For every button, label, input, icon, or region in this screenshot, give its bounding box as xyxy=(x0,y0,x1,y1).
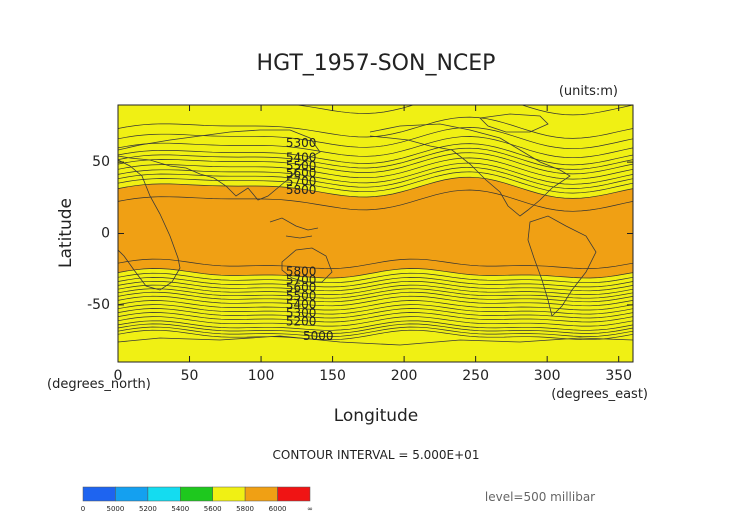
contour-5800-s xyxy=(118,268,633,279)
contour-5500-n xyxy=(118,147,633,170)
colorbar-label-1: 5000 xyxy=(106,505,124,513)
x-tick-label-250: 250 xyxy=(462,368,489,384)
colorbar-label-0: 0 xyxy=(81,505,85,513)
contour-label-7: 5700 xyxy=(286,273,317,287)
contour-5800-n xyxy=(118,176,633,199)
contour-5850-n xyxy=(118,189,633,212)
contour-5600-s xyxy=(118,284,633,295)
contour-5750-s xyxy=(118,272,633,284)
x-tick-label-350: 350 xyxy=(605,368,632,384)
contour-5400-n xyxy=(118,136,633,159)
y-unit-note: (degrees_north) xyxy=(47,377,151,392)
contour-labels: 5300540055005600570058005800570056005500… xyxy=(286,136,334,343)
y-tick-label-0: 0 xyxy=(101,226,110,242)
contour-5650-n xyxy=(118,162,633,185)
contour-label-5: 5800 xyxy=(286,183,317,197)
contour-label-9: 5500 xyxy=(286,289,317,303)
colorbar: 0 5000 5200 5400 5600 5800 6000 ∞ xyxy=(81,486,313,513)
contour-interval-note: CONTOUR INTERVAL = 5.000E+01 xyxy=(273,448,480,462)
contour-label-8: 5600 xyxy=(286,280,317,294)
coastline-australia xyxy=(281,247,333,283)
coastlines xyxy=(118,113,633,346)
coastline-south-america xyxy=(527,215,597,317)
y-tick-label--50: -50 xyxy=(87,297,110,313)
map-area xyxy=(118,105,633,362)
y-axis-label: Latitude xyxy=(56,198,76,268)
contour-label-13: 5000 xyxy=(303,329,334,343)
x-tick-label-300: 300 xyxy=(534,368,561,384)
contour-5150-s xyxy=(118,320,633,331)
contour-label-4: 5700 xyxy=(286,175,317,189)
colorbar-label-5: 5800 xyxy=(236,505,254,513)
contour-5000-s xyxy=(118,329,633,341)
contour-5600-n xyxy=(118,157,633,180)
x-axis-ticks: 0 50 100 150 200 250 300 350 xyxy=(114,105,632,384)
contour-5550-n xyxy=(118,152,633,175)
contour-5850-s xyxy=(118,258,633,269)
colorbar-label-4: 5600 xyxy=(204,505,222,513)
colorbar-swatch-1 xyxy=(115,486,149,502)
colorbar-label-6: 6000 xyxy=(269,505,287,513)
contour-5050-s xyxy=(118,326,633,337)
band-below-5800-n xyxy=(118,105,633,199)
x-unit-note: (degrees_east) xyxy=(551,387,648,402)
contour-5200-s xyxy=(118,316,633,327)
y-tick-label-50: 50 xyxy=(92,154,110,170)
contour-label-3: 5600 xyxy=(286,166,317,180)
contour-5450-s xyxy=(118,295,633,307)
x-tick-label-50: 50 xyxy=(181,368,199,384)
colorbar-swatch-0 xyxy=(82,486,116,502)
colorbar-swatch-4 xyxy=(212,486,246,502)
contour-5550-s xyxy=(118,288,633,299)
coastline-eurasia xyxy=(118,129,321,201)
colorbar-label-3: 5400 xyxy=(171,505,189,513)
contour-label-0: 5300 xyxy=(286,136,317,150)
units-label: (units:m) xyxy=(559,84,618,99)
contour-5500-s xyxy=(118,291,633,303)
colorbar-swatch-3 xyxy=(180,486,213,502)
coastline-greenland xyxy=(479,113,549,133)
contour-label-6: 5800 xyxy=(286,265,317,279)
contour-5400-s xyxy=(118,300,633,311)
contour-label-1: 5400 xyxy=(286,150,317,164)
contour-label-12: 5200 xyxy=(286,315,317,329)
contour-5450-n xyxy=(118,143,633,166)
contour-label-2: 5500 xyxy=(286,159,317,173)
colorbar-swatch-6 xyxy=(277,486,311,502)
x-tick-label-200: 200 xyxy=(391,368,418,384)
colorbar-swatch-5 xyxy=(244,486,278,502)
contour-5350-s xyxy=(118,304,633,315)
contour-5250-n xyxy=(118,105,633,116)
x-tick-label-0: 0 xyxy=(114,368,123,384)
contour-5300-s xyxy=(118,308,633,319)
contour-5700-s xyxy=(118,277,633,288)
contour-label-11: 5300 xyxy=(286,306,317,320)
level-note: level=500 millibar xyxy=(485,490,595,504)
contour-5250-s xyxy=(118,312,633,323)
x-axis-label: Longitude xyxy=(334,406,419,426)
contour-5100-s xyxy=(118,323,633,334)
contour-5650-s xyxy=(118,280,633,292)
colorbar-label-7: ∞ xyxy=(307,505,313,513)
coastline-north-america xyxy=(369,123,571,217)
contour-label-10: 5400 xyxy=(286,297,317,311)
colorbar-swatch-2 xyxy=(147,486,181,502)
coastline-antarctica xyxy=(118,335,633,346)
coastline-africa xyxy=(118,159,181,291)
x-tick-label-150: 150 xyxy=(319,368,346,384)
coastline-indonesia xyxy=(269,217,319,239)
y-axis-ticks: 50 0 -50 xyxy=(87,154,633,313)
chart-title: HGT_1957-SON_NCEP xyxy=(257,51,496,76)
x-tick-label-100: 100 xyxy=(248,368,275,384)
contour-5750-n xyxy=(118,171,633,194)
colorbar-label-2: 5200 xyxy=(139,505,157,513)
